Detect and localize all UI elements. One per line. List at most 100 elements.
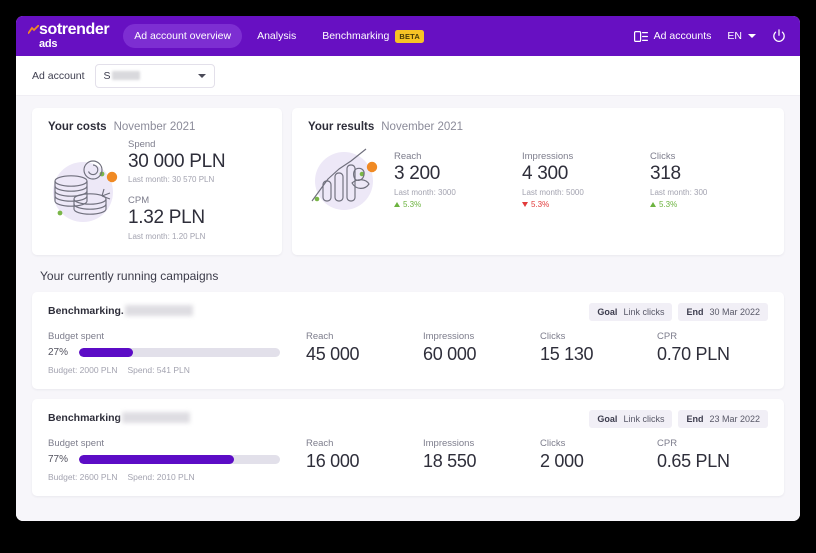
metric-label: Impressions [423, 437, 475, 449]
beta-badge: BETA [395, 29, 424, 43]
goal-key: Goal [597, 306, 618, 317]
delta-value: 5.3% [531, 199, 550, 209]
nav-label: Ad account overview [134, 30, 232, 42]
campaign-metric-cpr: CPR 0.65 PLN [657, 438, 768, 472]
campaign-name-text: Benchmarking. [48, 304, 124, 317]
metric-label: Impressions [423, 330, 475, 342]
metric-label: Reach [394, 151, 422, 163]
redacted-account-name [111, 71, 140, 80]
metric-label: Reach [306, 330, 334, 342]
bar-chart-growth-icon [311, 148, 378, 210]
logo-primary-text: sotrender [39, 21, 110, 38]
metric-value: 30 000 PLN [128, 151, 226, 172]
budget-progress-track [79, 454, 280, 464]
budget-progress-row: 27% [48, 347, 280, 358]
campaign-body: Budget spent 77% Budget: 2600 PLN Spend:… [48, 438, 768, 482]
campaign-name: Benchmarking. [48, 305, 768, 317]
metric-label: Clicks [540, 330, 566, 342]
nav-label: Analysis [257, 30, 297, 42]
logout-button[interactable] [772, 29, 786, 43]
campaign-metric-impressions: Impressions 60 000 [423, 331, 534, 365]
results-card-body: Reach 3 200 Last month: 3000 5.3% Impres… [292, 133, 784, 221]
metric-label: CPR [657, 437, 678, 449]
metric-label: CPM [128, 195, 150, 207]
campaign-end-pill[interactable]: End 23 Mar 2022 [678, 409, 768, 428]
budget-percent: 77% [48, 453, 69, 465]
budget-spend: Spend: 2010 PLN [127, 471, 195, 482]
metric-label: Impressions [522, 151, 574, 163]
logo-secondary-text: ads [39, 38, 58, 50]
budget-total: Budget: 2000 PLN [48, 364, 118, 375]
goal-key: Goal [597, 413, 618, 424]
metric-value: 45 000 [306, 343, 360, 364]
budget-spent-block: Budget spent 27% Budget: 2000 PLN Spend:… [48, 331, 280, 375]
ad-account-dropdown[interactable]: S [94, 63, 215, 88]
ad-accounts-button[interactable]: Ad accounts [633, 30, 712, 42]
campaign-end-pill[interactable]: End 30 Mar 2022 [678, 302, 768, 321]
nav-item-analysis[interactable]: Analysis [246, 24, 307, 48]
dashboard-content: Your costs November 2021 [16, 96, 800, 521]
metric-value: 60 000 [423, 343, 477, 364]
header-utility-group: Ad accounts EN [633, 29, 786, 43]
triangle-up-icon [394, 201, 400, 207]
goal-value: Link clicks [623, 413, 665, 424]
campaign-metrics: Reach 16 000 Impressions 18 550 Clicks 2… [280, 438, 768, 472]
campaign-goal-pill[interactable]: Goal Link clicks [589, 302, 673, 321]
nav-item-benchmarking[interactable]: Benchmarking BETA [311, 24, 435, 49]
metric-cpm: CPM 1.32 PLN Last month: 1.20 PLN [128, 195, 225, 240]
metric-value: 0.70 PLN [657, 343, 730, 364]
metric-delta: 5.3% [650, 200, 768, 209]
ad-account-value: S [103, 69, 111, 82]
triangle-up-icon [650, 201, 656, 207]
metric-delta: 5.3% [522, 200, 640, 209]
metric-last-month: Last month: 300 [650, 187, 708, 197]
budget-spent-label: Budget spent [48, 437, 104, 449]
metric-label: Reach [306, 437, 334, 449]
ad-account-label: Ad account [32, 69, 85, 82]
budget-details: Budget: 2600 PLN Spend: 2010 PLN [48, 472, 280, 482]
results-card-period: November 2021 [381, 121, 464, 133]
metric-clicks: Clicks 318 Last month: 300 5.3% [650, 151, 768, 209]
metric-value: 2 000 [540, 450, 584, 471]
sotrender-ads-logo[interactable]: sotrender ads [28, 21, 110, 50]
results-card-header: Your results November 2021 [292, 108, 784, 133]
campaign-meta-pills: Goal Link clicks End 23 Mar 2022 [589, 409, 768, 428]
metric-value: 4 300 [522, 163, 569, 185]
metric-label: Clicks [540, 437, 566, 449]
costs-card-body: Spend 30 000 PLN Last month: 30 570 PLN … [32, 133, 282, 241]
metric-value: 0.65 PLN [657, 450, 730, 471]
metric-last-month: Last month: 5000 [522, 187, 584, 197]
campaign-name-text: Benchmarking [48, 411, 121, 424]
budget-spend: Spend: 541 PLN [127, 364, 190, 375]
results-metrics: Reach 3 200 Last month: 3000 5.3% Impres… [386, 151, 768, 209]
ad-accounts-label: Ad accounts [653, 30, 712, 42]
budget-progress-fill [79, 454, 234, 464]
your-results-card: Your results November 2021 [292, 108, 784, 255]
app-window: sotrender ads Ad account overview Analys… [16, 16, 800, 521]
costs-metrics: Spend 30 000 PLN Last month: 30 570 PLN … [128, 139, 226, 241]
goal-value: Link clicks [623, 306, 665, 317]
campaign-card[interactable]: Benchmarking. Goal Link clicks End 30 Ma… [32, 291, 784, 389]
end-key: End [686, 306, 704, 317]
campaign-metric-reach: Reach 45 000 [306, 331, 417, 365]
language-selector[interactable]: EN [727, 30, 756, 42]
budget-progress-row: 77% [48, 454, 280, 465]
metric-last-month: Last month: 1.20 PLN [128, 231, 206, 241]
costs-card-period: November 2021 [113, 121, 196, 133]
logo-arrow-icon [28, 25, 39, 34]
metric-spend: Spend 30 000 PLN Last month: 30 570 PLN [128, 139, 226, 184]
metric-value: 3 200 [394, 163, 441, 185]
nav-item-ad-account-overview[interactable]: Ad account overview [123, 24, 243, 48]
primary-nav: Ad account overview Analysis Benchmarkin… [123, 24, 435, 49]
campaign-card[interactable]: Benchmarking Goal Link clicks End 23 Mar… [32, 398, 784, 496]
metric-last-month: Last month: 3000 [394, 187, 456, 197]
budget-percent: 27% [48, 346, 69, 358]
end-key: End [686, 413, 704, 424]
metric-label: Spend [128, 139, 156, 150]
campaign-metric-cpr: CPR 0.70 PLN [657, 331, 768, 365]
power-icon [773, 29, 785, 42]
results-card-title: Your results [308, 121, 375, 133]
campaign-goal-pill[interactable]: Goal Link clicks [589, 409, 673, 428]
costs-card-header: Your costs November 2021 [32, 108, 282, 133]
campaign-metric-clicks: Clicks 2 000 [540, 438, 651, 472]
